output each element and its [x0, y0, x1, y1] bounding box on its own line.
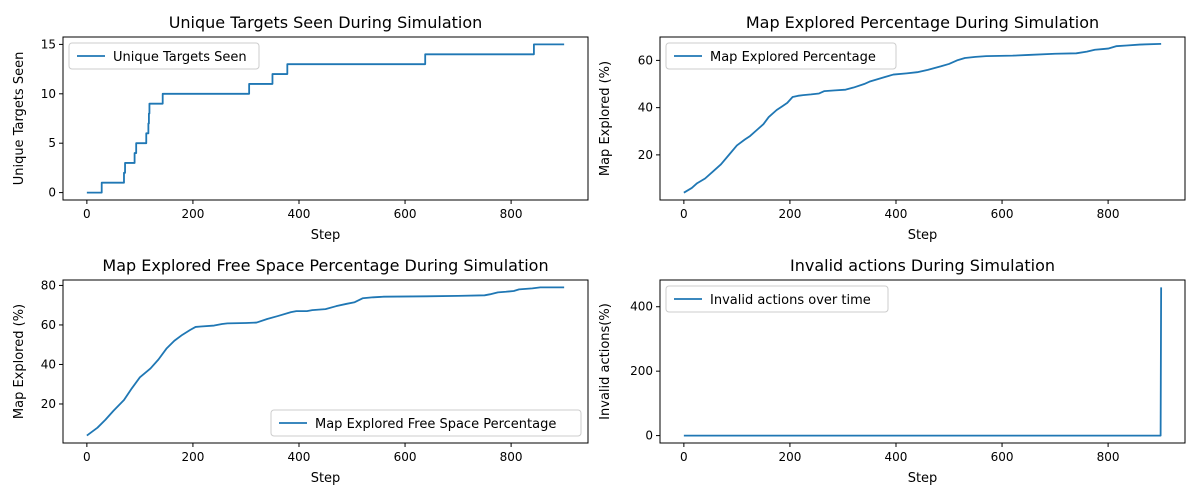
y-tick-label: 10 [41, 87, 56, 101]
x-tick-label: 0 [83, 450, 91, 464]
x-tick-label: 800 [1097, 207, 1120, 221]
legend-label: Unique Targets Seen [113, 50, 247, 65]
x-tick-label: 400 [885, 207, 908, 221]
subplot-title: Unique Targets Seen During Simulation [169, 13, 483, 32]
x-tick-label: 600 [991, 450, 1014, 464]
y-tick-label: 400 [630, 300, 653, 314]
x-tick-label: 200 [181, 207, 204, 221]
x-tick-label: 0 [680, 207, 688, 221]
subplot-1: Unique Targets Seen During Simulation 0 20… [12, 13, 589, 243]
legend-box [68, 42, 260, 70]
x-tick-label: 800 [500, 207, 523, 221]
x-tick-label: 0 [83, 207, 91, 221]
y-tick-label: 0 [48, 186, 56, 200]
y-axis-label: Map Explored (%) [12, 304, 27, 419]
legend-label: Map Explored Percentage [710, 50, 876, 65]
legend-box [665, 42, 897, 70]
series-line [683, 287, 1163, 437]
y-tick-label: 20 [41, 397, 56, 411]
x-tick-label: 600 [394, 450, 417, 464]
legend: Invalid actions over time [665, 285, 889, 313]
series-line [86, 286, 565, 437]
x-axis-label: Step [908, 228, 938, 243]
legend-box [270, 409, 582, 437]
series-line [683, 42, 1162, 194]
x-tick-label: 0 [680, 450, 688, 464]
y-tick-label: 40 [638, 101, 653, 115]
plot-frame [659, 279, 1186, 444]
plot-frame [659, 36, 1186, 201]
x-axis-label: Step [311, 228, 341, 243]
y-tick-label: 200 [630, 364, 653, 378]
y-axis-label: Unique Targets Seen [12, 52, 27, 186]
subplot-3: Map Explored Free Space Percentage Durin… [12, 256, 589, 486]
x-axis-label: Step [311, 471, 341, 486]
series-line [86, 43, 565, 194]
y-tick-label: 80 [41, 278, 56, 292]
x-tick-label: 800 [1097, 450, 1120, 464]
plot-frame [62, 36, 589, 201]
y-axis-label: Map Explored (%) [598, 61, 613, 176]
x-tick-label: 800 [500, 450, 523, 464]
subplot-2: Map Explored Percentage During Simulatio… [598, 13, 1186, 243]
y-tick-label: 20 [638, 148, 653, 162]
subplot-4: Invalid actions During Simulation 0 200 400… [598, 256, 1186, 486]
y-tick-label: 5 [48, 136, 56, 150]
x-tick-label: 600 [991, 207, 1014, 221]
y-tick-label: 0 [645, 429, 653, 443]
legend: Unique Targets Seen [68, 42, 260, 70]
subplot-title: Invalid actions During Simulation [790, 256, 1055, 275]
legend: Map Explored Percentage [665, 42, 897, 70]
y-tick-label: 15 [41, 37, 56, 51]
y-tick-label: 60 [638, 53, 653, 67]
legend-label: Invalid actions over time [710, 293, 871, 308]
x-tick-label: 400 [288, 450, 311, 464]
subplot-title: Map Explored Free Space Percentage Durin… [102, 256, 548, 275]
x-axis-label: Step [908, 471, 938, 486]
x-tick-label: 400 [288, 207, 311, 221]
legend-label: Map Explored Free Space Percentage [315, 417, 556, 432]
x-tick-label: 200 [181, 450, 204, 464]
plot-frame [62, 279, 589, 444]
legend-box [665, 285, 889, 313]
legend: Map Explored Free Space Percentage [270, 409, 582, 437]
y-axis-label: Invalid actions(%) [598, 303, 613, 420]
x-tick-label: 200 [778, 207, 801, 221]
x-tick-label: 400 [885, 450, 908, 464]
y-tick-label: 60 [41, 318, 56, 332]
x-tick-label: 600 [394, 207, 417, 221]
y-tick-label: 40 [41, 357, 56, 371]
subplot-title: Map Explored Percentage During Simulatio… [746, 13, 1099, 32]
x-tick-label: 200 [778, 450, 801, 464]
